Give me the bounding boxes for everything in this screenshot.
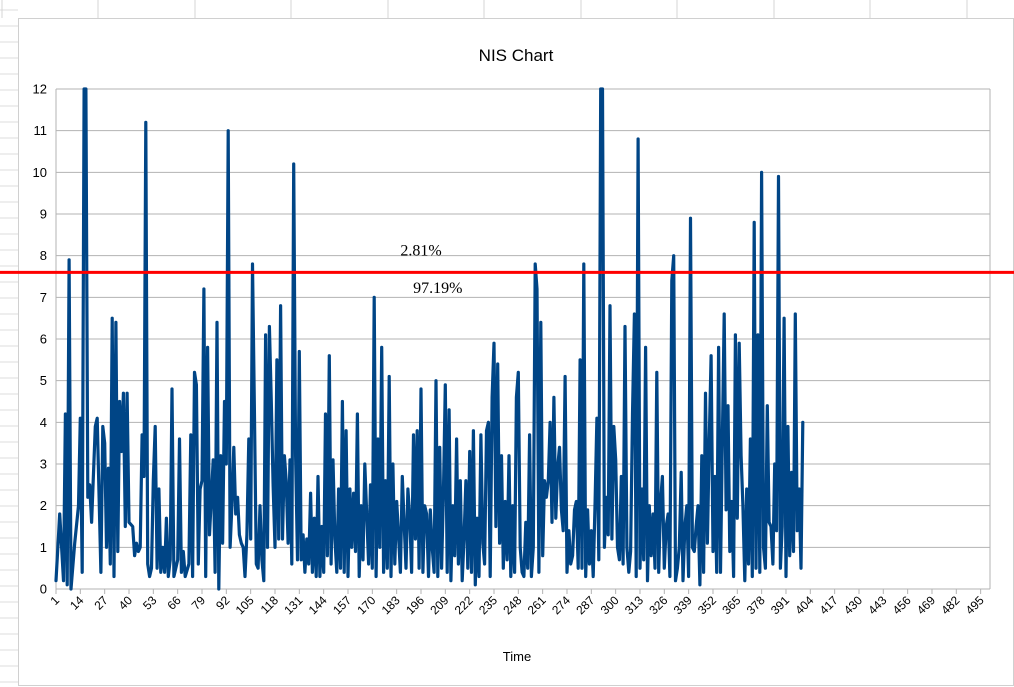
x-tick-label: 274 — [549, 593, 573, 617]
x-tick-label: 14 — [67, 593, 87, 613]
x-tick-label: 157 — [330, 593, 354, 617]
x-tick-label: 105 — [233, 593, 257, 617]
x-tick-label: 495 — [963, 593, 987, 617]
y-tick-label: 5 — [40, 373, 47, 388]
percentage-annotation: 97.19% — [413, 280, 462, 297]
x-tick-label: 287 — [573, 593, 597, 617]
x-tick-label: 53 — [140, 593, 160, 613]
x-tick-label: 326 — [646, 593, 670, 617]
y-tick-label: 8 — [40, 248, 47, 263]
x-tick-label: 482 — [938, 593, 962, 617]
x-tick-label: 378 — [744, 593, 768, 617]
x-tick-label: 66 — [164, 593, 184, 613]
x-tick-label: 430 — [841, 593, 865, 617]
y-tick-label: 11 — [34, 123, 48, 138]
y-tick-label: 0 — [40, 582, 47, 597]
y-tick-label: 4 — [40, 415, 47, 430]
x-tick-label: 209 — [427, 593, 451, 617]
x-tick-label: 365 — [719, 593, 743, 617]
y-tick-label: 1 — [40, 540, 47, 555]
y-tick-label: 2 — [40, 498, 47, 513]
x-tick-label: 417 — [817, 593, 841, 617]
x-tick-label: 79 — [189, 593, 209, 613]
x-tick-label: 183 — [379, 593, 403, 617]
x-tick-label: 1 — [47, 593, 62, 608]
x-tick-label: 196 — [403, 593, 427, 617]
x-tick-label: 261 — [525, 593, 549, 617]
x-tick-label: 469 — [914, 593, 938, 617]
x-tick-label: 456 — [890, 593, 914, 617]
x-tick-label: 339 — [671, 593, 695, 617]
chart-title: NIS Chart — [479, 46, 554, 65]
x-axis-title: Time — [503, 649, 531, 664]
x-tick-label: 118 — [258, 593, 282, 617]
annotations-layer: 2.81% 97.19% — [400, 243, 462, 297]
x-axis-tick-labels: 1 14 27 40 53 66 79 92 105 118 131 144 157 170 183 196 2… — [47, 593, 986, 617]
x-tick-label: 170 — [354, 593, 378, 617]
x-tick-label: 391 — [768, 593, 792, 617]
x-tick-label: 40 — [116, 593, 136, 613]
y-tick-label: 3 — [40, 457, 47, 472]
horizontal-gridlines — [55, 88, 991, 594]
y-tick-label: 9 — [40, 207, 47, 222]
x-tick-label: 313 — [622, 593, 646, 617]
x-tick-label: 92 — [213, 593, 233, 613]
y-tick-label: 10 — [33, 165, 47, 180]
x-tick-label: 404 — [792, 593, 816, 617]
x-tick-label: 352 — [695, 593, 719, 617]
percentage-annotation: 2.81% — [400, 243, 441, 260]
x-tick-label: 131 — [281, 593, 305, 617]
series-layer — [54, 87, 805, 591]
y-tick-label: 12 — [33, 82, 47, 97]
y-tick-label: 7 — [40, 290, 47, 305]
x-tick-label: 144 — [306, 593, 330, 617]
x-tick-label: 27 — [91, 593, 111, 613]
series-line — [54, 87, 805, 591]
y-tick-label: 6 — [40, 332, 47, 347]
x-tick-label: 222 — [452, 593, 476, 617]
x-tick-label: 443 — [865, 593, 889, 617]
x-tick-label: 235 — [476, 593, 500, 617]
x-tick-label: 248 — [500, 593, 524, 617]
x-tick-label: 300 — [598, 593, 622, 617]
